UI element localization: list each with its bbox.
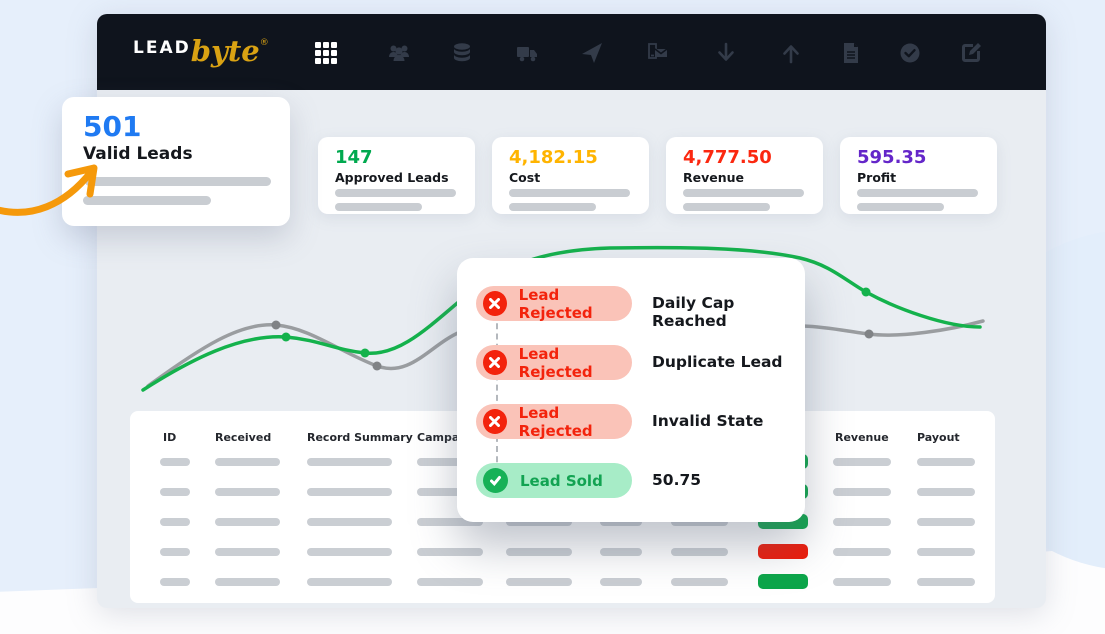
placeholder-bar — [509, 203, 596, 211]
validation-check-icon[interactable] — [898, 41, 922, 65]
delivery-truck-icon[interactable] — [515, 41, 539, 65]
rejection-reason: Duplicate Lead — [652, 353, 783, 371]
timeline-connector — [496, 313, 498, 493]
lead-status-row: Lead Rejected Invalid State — [457, 404, 805, 440]
logo-trademark: ® — [259, 38, 269, 48]
badge-label: Lead Rejected — [518, 403, 593, 440]
rejection-reason: Invalid State — [652, 412, 764, 430]
check-circle-icon — [483, 468, 508, 493]
badge-label: Lead Rejected — [518, 285, 593, 322]
cost-label: Cost — [509, 170, 541, 185]
lead-status-row: Lead Rejected Daily Cap Reached — [457, 285, 805, 330]
column-header-record-summary: Record Summary — [307, 431, 413, 444]
badge-label: Lead Sold — [520, 471, 603, 490]
send-plane-icon[interactable] — [580, 41, 604, 65]
placeholder-bar — [335, 203, 422, 211]
table-row[interactable] — [130, 542, 995, 562]
column-header-revenue: Revenue — [835, 431, 889, 444]
profit-card[interactable]: 595.35 Profit — [840, 137, 997, 214]
placeholder-bar — [857, 203, 944, 211]
database-icon[interactable] — [450, 41, 474, 65]
sold-amount: 50.75 — [652, 471, 702, 489]
hand-drawn-arrow — [0, 164, 98, 216]
badge-label: Lead Rejected — [518, 344, 593, 381]
rejection-reason: Daily Cap Reached — [652, 294, 735, 330]
revenue-card[interactable]: 4,777.50 Revenue — [666, 137, 823, 214]
revenue-label: Revenue — [683, 170, 745, 185]
column-header-id: ID — [163, 431, 177, 444]
profit-value: 595.35 — [857, 147, 927, 168]
lead-status-popup: Lead Rejected Daily Cap Reached Lead Rej… — [457, 258, 805, 522]
leadbyte-logo[interactable]: LEADbyte® — [133, 34, 269, 68]
column-header-received: Received — [215, 431, 272, 444]
lead-status-row: Lead Rejected Duplicate Lead — [457, 345, 805, 381]
lead-rejected-badge: Lead Rejected — [476, 344, 632, 381]
upload-arrow-icon[interactable] — [779, 41, 803, 65]
valid-leads-value: 501 — [83, 110, 142, 143]
approved-leads-card[interactable]: 147 Approved Leads — [318, 137, 475, 214]
approved-leads-label: Approved Leads — [335, 170, 449, 185]
lead-sold-badge: Lead Sold — [476, 463, 632, 498]
top-navbar: LEADbyte® — [97, 14, 1046, 90]
table-row[interactable] — [130, 572, 995, 592]
compose-edit-icon[interactable] — [959, 41, 983, 65]
placeholder-bar — [85, 177, 271, 186]
status-block-sold — [758, 574, 808, 589]
apps-grid-icon[interactable] — [314, 41, 338, 65]
logo-lead-text: LEAD — [133, 38, 191, 58]
valid-leads-label: Valid Leads — [83, 144, 193, 164]
placeholder-bar — [335, 189, 456, 197]
x-circle-icon — [483, 291, 507, 316]
approved-leads-value: 147 — [335, 147, 373, 168]
logo-byte-text: byte — [190, 34, 260, 68]
report-document-icon[interactable] — [839, 41, 863, 65]
column-header-payout: Payout — [917, 431, 960, 444]
placeholder-bar — [683, 189, 804, 197]
sms-email-icon[interactable] — [645, 41, 669, 65]
download-arrow-icon[interactable] — [714, 41, 738, 65]
lead-rejected-badge: Lead Rejected — [476, 403, 632, 440]
placeholder-bar — [83, 196, 211, 205]
status-block-rejected — [758, 544, 808, 559]
lead-status-row: Lead Sold 50.75 — [457, 463, 805, 499]
users-icon[interactable] — [387, 41, 411, 65]
lead-rejected-badge: Lead Rejected — [476, 285, 632, 322]
profit-label: Profit — [857, 170, 897, 185]
grid-glyph — [315, 42, 337, 64]
cost-card[interactable]: 4,182.15 Cost — [492, 137, 649, 214]
valid-leads-card[interactable]: 501 Valid Leads — [62, 97, 290, 226]
placeholder-bar — [857, 189, 978, 197]
x-circle-icon — [483, 409, 507, 434]
placeholder-bar — [683, 203, 770, 211]
cost-value: 4,182.15 — [509, 147, 598, 168]
x-circle-icon — [483, 350, 507, 375]
placeholder-bar — [509, 189, 630, 197]
revenue-value: 4,777.50 — [683, 147, 772, 168]
